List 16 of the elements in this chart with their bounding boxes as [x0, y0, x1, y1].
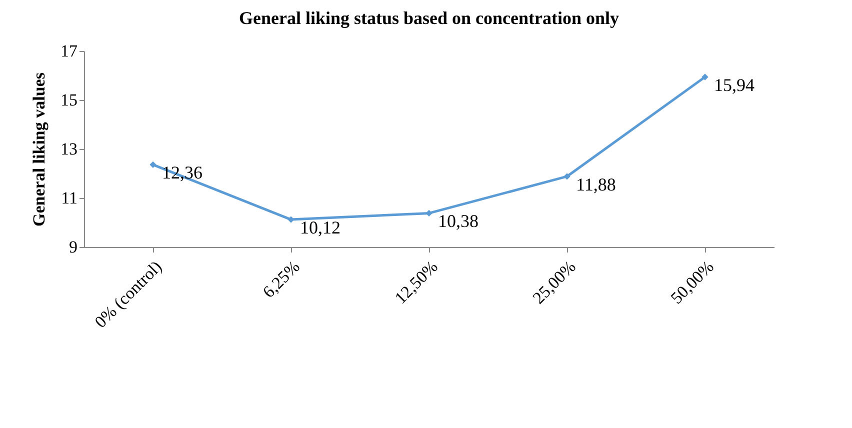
data-label: 10,12 — [300, 218, 340, 238]
chart-title: General liking status based on concentration only — [238, 8, 620, 28]
data-label: 11,88 — [576, 174, 616, 194]
y-tick-label: 13 — [60, 140, 78, 158]
point — [702, 74, 708, 80]
point — [426, 210, 432, 217]
point — [564, 173, 570, 180]
data-label: 10,38 — [438, 211, 478, 232]
y-tick-label: 9 — [69, 238, 78, 256]
point — [288, 216, 294, 223]
y-tick-label: 17 — [60, 42, 78, 60]
point — [150, 161, 156, 168]
y-tick-label: 11 — [61, 188, 78, 208]
data-label: 15,94 — [714, 74, 754, 95]
y-axis-title: General liking values — [30, 72, 48, 226]
y-tick-label: 15 — [60, 90, 78, 110]
